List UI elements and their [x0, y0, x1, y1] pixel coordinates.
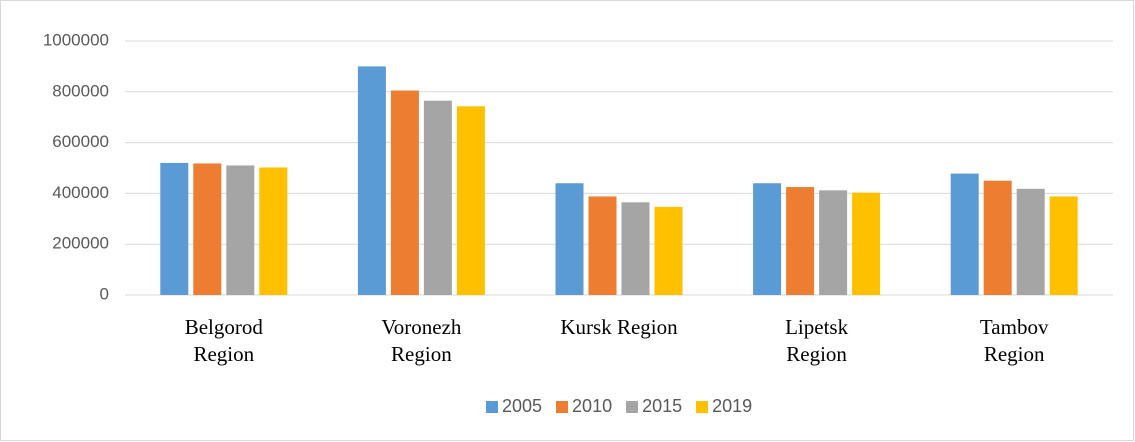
y-tick-label: 200000: [52, 234, 109, 253]
legend-item: 2015: [626, 396, 682, 417]
legend-label: 2005: [502, 396, 543, 416]
bar: [423, 100, 452, 295]
bar: [819, 190, 848, 295]
x-tick-label: Voronezh Region: [381, 315, 462, 366]
bar: [160, 162, 189, 295]
bar: [753, 183, 782, 295]
legend-item: 2010: [556, 396, 612, 417]
bar: [983, 180, 1012, 295]
bar: [390, 90, 419, 295]
legend-label: 2019: [712, 396, 753, 416]
bar: [226, 165, 255, 295]
bar: [1049, 196, 1078, 295]
legend-label: 2010: [572, 396, 613, 416]
bar: [1016, 188, 1045, 295]
y-tick-label: 1000000: [43, 30, 109, 49]
legend-label: 2015: [642, 396, 683, 416]
bar: [654, 206, 683, 295]
y-tick-label: 0: [100, 284, 109, 303]
x-tick-label: Belgorod Region: [184, 315, 263, 366]
bar: [621, 202, 650, 295]
y-tick-label: 800000: [52, 81, 109, 100]
legend-item: 2005: [486, 396, 542, 417]
legend-swatch: [696, 400, 709, 413]
bar: [193, 163, 222, 295]
legend-swatch: [556, 400, 569, 413]
bar: [555, 183, 584, 295]
bar: [357, 66, 386, 296]
bar: [588, 196, 617, 295]
y-tick-label: 600000: [52, 132, 109, 151]
y-tick-label: 400000: [52, 183, 109, 202]
bar: [852, 192, 881, 295]
x-tick-label: Kursk Region: [560, 315, 678, 339]
bar: [786, 187, 815, 295]
legend-swatch: [626, 400, 639, 413]
bar: [456, 106, 485, 295]
x-tick-label: Tambov Region: [979, 315, 1049, 366]
bar: [259, 167, 288, 295]
legend-item: 2019: [696, 396, 752, 417]
legend-swatch: [486, 400, 498, 413]
x-tick-label: Lipetsk Region: [785, 315, 849, 366]
legend: 2005 2010 2015 2019: [486, 396, 752, 417]
bar: [950, 173, 979, 295]
